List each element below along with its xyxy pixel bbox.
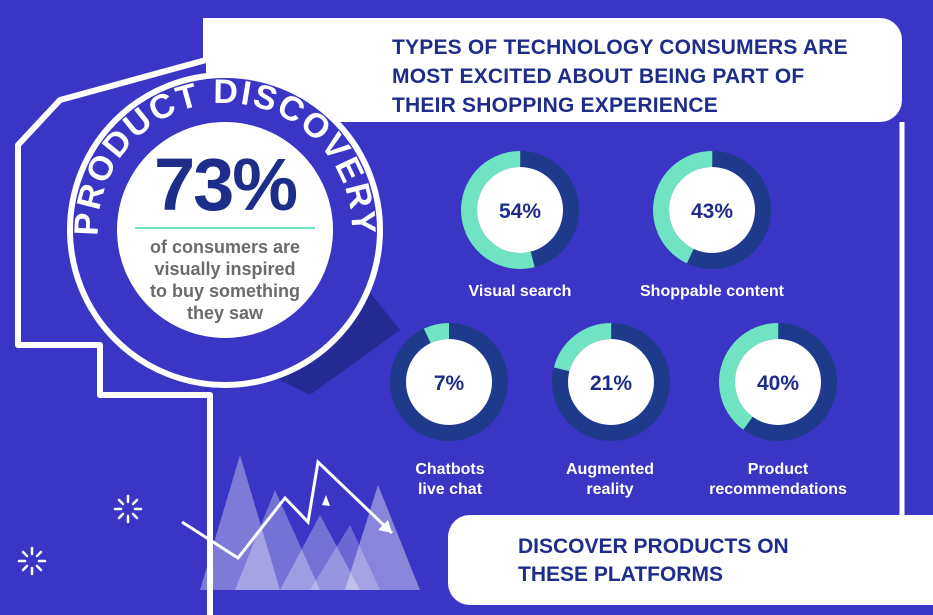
headline-line-3: THEIR SHOPPING EXPERIENCE (392, 94, 718, 117)
donut-center (477, 167, 563, 253)
headline-line-2: MOST EXCITED ABOUT BEING PART OF (392, 65, 805, 88)
donut-center (568, 339, 654, 425)
stat-label-visual-search: Visual search (468, 283, 572, 300)
trend-arrow (181, 458, 394, 561)
headline-line-1: TYPES OF TECHNOLOGY CONSUMERS ARE (392, 36, 848, 59)
product-discovery-badge: PRODUCT DISCOVERY (67, 72, 383, 388)
donut-percent-label: 7% (434, 372, 465, 395)
footer-line-1: DISCOVER PRODUCTS ON (518, 535, 789, 558)
badge-line-3: to buy something (150, 281, 300, 301)
donut-product-recommendations: 40% (718, 323, 837, 441)
donut-percent-label: 21% (590, 372, 632, 395)
donut-fill (461, 151, 579, 269)
sparkle-icon-2 (17, 546, 47, 576)
donut-center (669, 167, 755, 253)
stat-label-product-recommendations: Product recommendations (709, 461, 847, 498)
donut-track (390, 323, 508, 441)
badge-percent: 73% (153, 143, 298, 226)
badge-line-1: of consumers are (149, 237, 301, 257)
donut-shoppable-content: 43% (653, 151, 772, 269)
stat-label-augmented-reality: Augmented reality (566, 461, 654, 498)
trend-arrow-head (378, 520, 392, 533)
footer-line-2: THESE PLATFORMS (518, 563, 723, 586)
donut-percent-label: 54% (499, 200, 541, 223)
donut-percent-label: 43% (691, 200, 733, 223)
badge-inner-circle (117, 122, 333, 338)
donut-fill (390, 323, 508, 441)
numeral-one-outline (15, 18, 213, 615)
donut-center (735, 339, 821, 425)
footer-title: DISCOVER PRODUCTS ON THESE PLATFORMS (518, 533, 878, 589)
badge-line-2: visually inspired (154, 259, 296, 279)
stat-label-shoppable-content: Shoppable content (640, 283, 784, 300)
donut-visual-search: 54% (461, 151, 579, 269)
donut-center (406, 339, 492, 425)
donut-chatbots: 7% (390, 323, 508, 441)
donut-percent-label: 40% (757, 372, 799, 395)
trend-arrow-head-2 (322, 495, 330, 506)
stat-label-chatbots: Chatbots live chat (415, 461, 485, 498)
footer-panel (448, 515, 933, 605)
donut-augmented-reality: 21% (552, 323, 670, 441)
badge-line-4: they saw (186, 303, 264, 323)
mountains-graphic (200, 455, 420, 590)
donut-fill (718, 323, 837, 441)
headline-title: TYPES OF TECHNOLOGY CONSUMERS ARE MOST E… (392, 33, 892, 120)
headline-panel (206, 18, 902, 122)
badge-description: of consumers are visually inspired to bu… (120, 236, 330, 324)
sparkle-icon (113, 494, 143, 524)
